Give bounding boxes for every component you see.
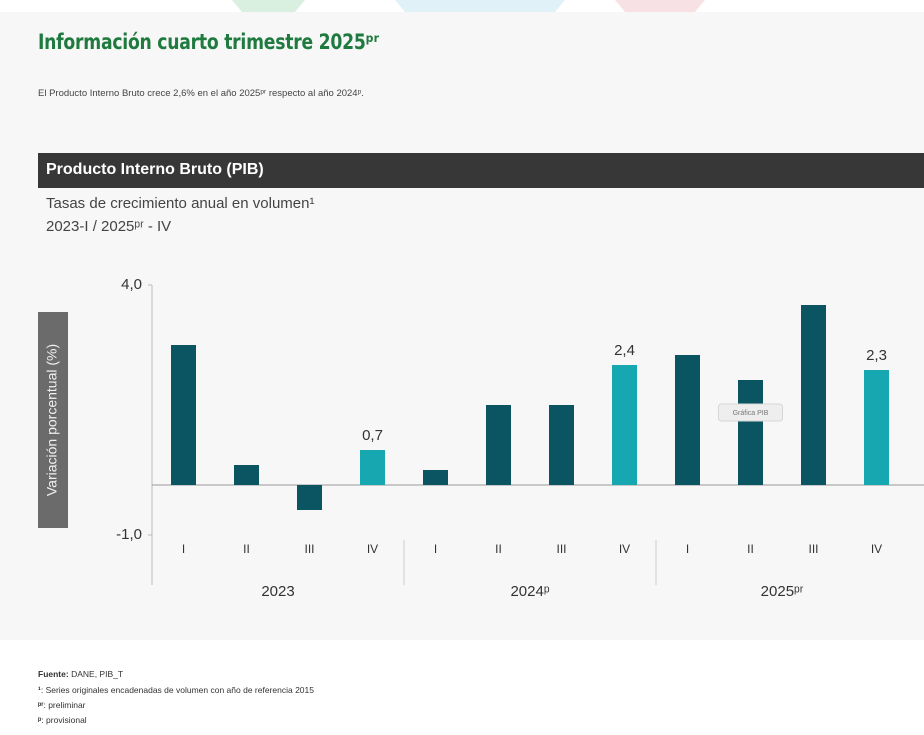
- chart-subtitle: Tasas de crecimiento anual en volumen¹: [46, 195, 315, 212]
- x-tick-label: III: [808, 542, 818, 556]
- x-tick-label: IV: [871, 542, 882, 556]
- source: Fuente: DANE, PIB_T: [38, 669, 123, 679]
- x-tick-label: I: [182, 542, 185, 556]
- value-label: 2,4: [614, 342, 635, 359]
- decor: [615, 0, 705, 12]
- note: ᵖʳ: preliminar: [38, 700, 86, 710]
- bar: [171, 345, 196, 485]
- decor: [232, 0, 305, 12]
- x-tick-label: IV: [367, 542, 378, 556]
- decor: [395, 0, 565, 12]
- bar: [738, 380, 763, 485]
- y-label-box: [38, 312, 68, 528]
- chart-title: Producto Interno Bruto (PIB): [46, 161, 264, 178]
- bar: [612, 365, 637, 485]
- chart-header: Producto Interno Bruto (PIB): [38, 153, 924, 188]
- note-text: : Series originales encadenadas de volum…: [40, 685, 314, 695]
- value-label: 0,7: [362, 427, 383, 444]
- bar: [549, 405, 574, 485]
- source-text: DANE, PIB_T: [71, 669, 124, 679]
- x-tick-label: II: [747, 542, 754, 556]
- value-label: 2,3: [866, 347, 887, 364]
- y-tick-label: 4,0: [121, 276, 142, 293]
- chart-subtitle: 2023-I / 2025ᵖʳ - IV: [46, 218, 172, 235]
- note-text: : preliminar: [43, 700, 86, 710]
- x-tick-label: III: [556, 542, 566, 556]
- group-label: 2025ᵖʳ: [761, 583, 804, 600]
- group-label: 2023: [261, 583, 294, 600]
- page-title: Información cuarto trimestre 2025ᵖʳ: [38, 30, 379, 54]
- bar: [486, 405, 511, 485]
- x-tick-label: III: [304, 542, 314, 556]
- card: [0, 12, 924, 640]
- note-mark: ᵖʳ: [38, 700, 44, 710]
- x-tick-label: II: [495, 542, 502, 556]
- source-label: Fuente:: [38, 669, 69, 679]
- x-tick-label: I: [686, 542, 689, 556]
- bar: [234, 465, 259, 485]
- note-text: : provisional: [41, 715, 87, 725]
- bar: [864, 370, 889, 485]
- tooltip: Gráfica PIB: [733, 410, 769, 417]
- bar: [423, 470, 448, 485]
- x-tick-label: IV: [619, 542, 630, 556]
- x-tick-label: I: [434, 542, 437, 556]
- y-axis-label: Variación porcentual (%): [44, 344, 60, 496]
- group-label: 2024ᵖ: [510, 583, 549, 600]
- bar: [297, 485, 322, 510]
- lead: El Producto Interno Bruto crece 2,6% en …: [38, 88, 364, 99]
- y-tick-label: -1,0: [116, 526, 142, 543]
- note-mark: ᵖ: [38, 715, 42, 725]
- bar: [360, 450, 385, 485]
- note-mark: ¹: [38, 685, 41, 695]
- note: ᵖ: provisional: [38, 715, 87, 725]
- tooltip-box: [718, 403, 783, 422]
- note: ¹: Series originales encadenadas de volu…: [38, 685, 314, 695]
- bar: [675, 355, 700, 485]
- bar: [801, 305, 826, 485]
- x-tick-label: II: [243, 542, 250, 556]
